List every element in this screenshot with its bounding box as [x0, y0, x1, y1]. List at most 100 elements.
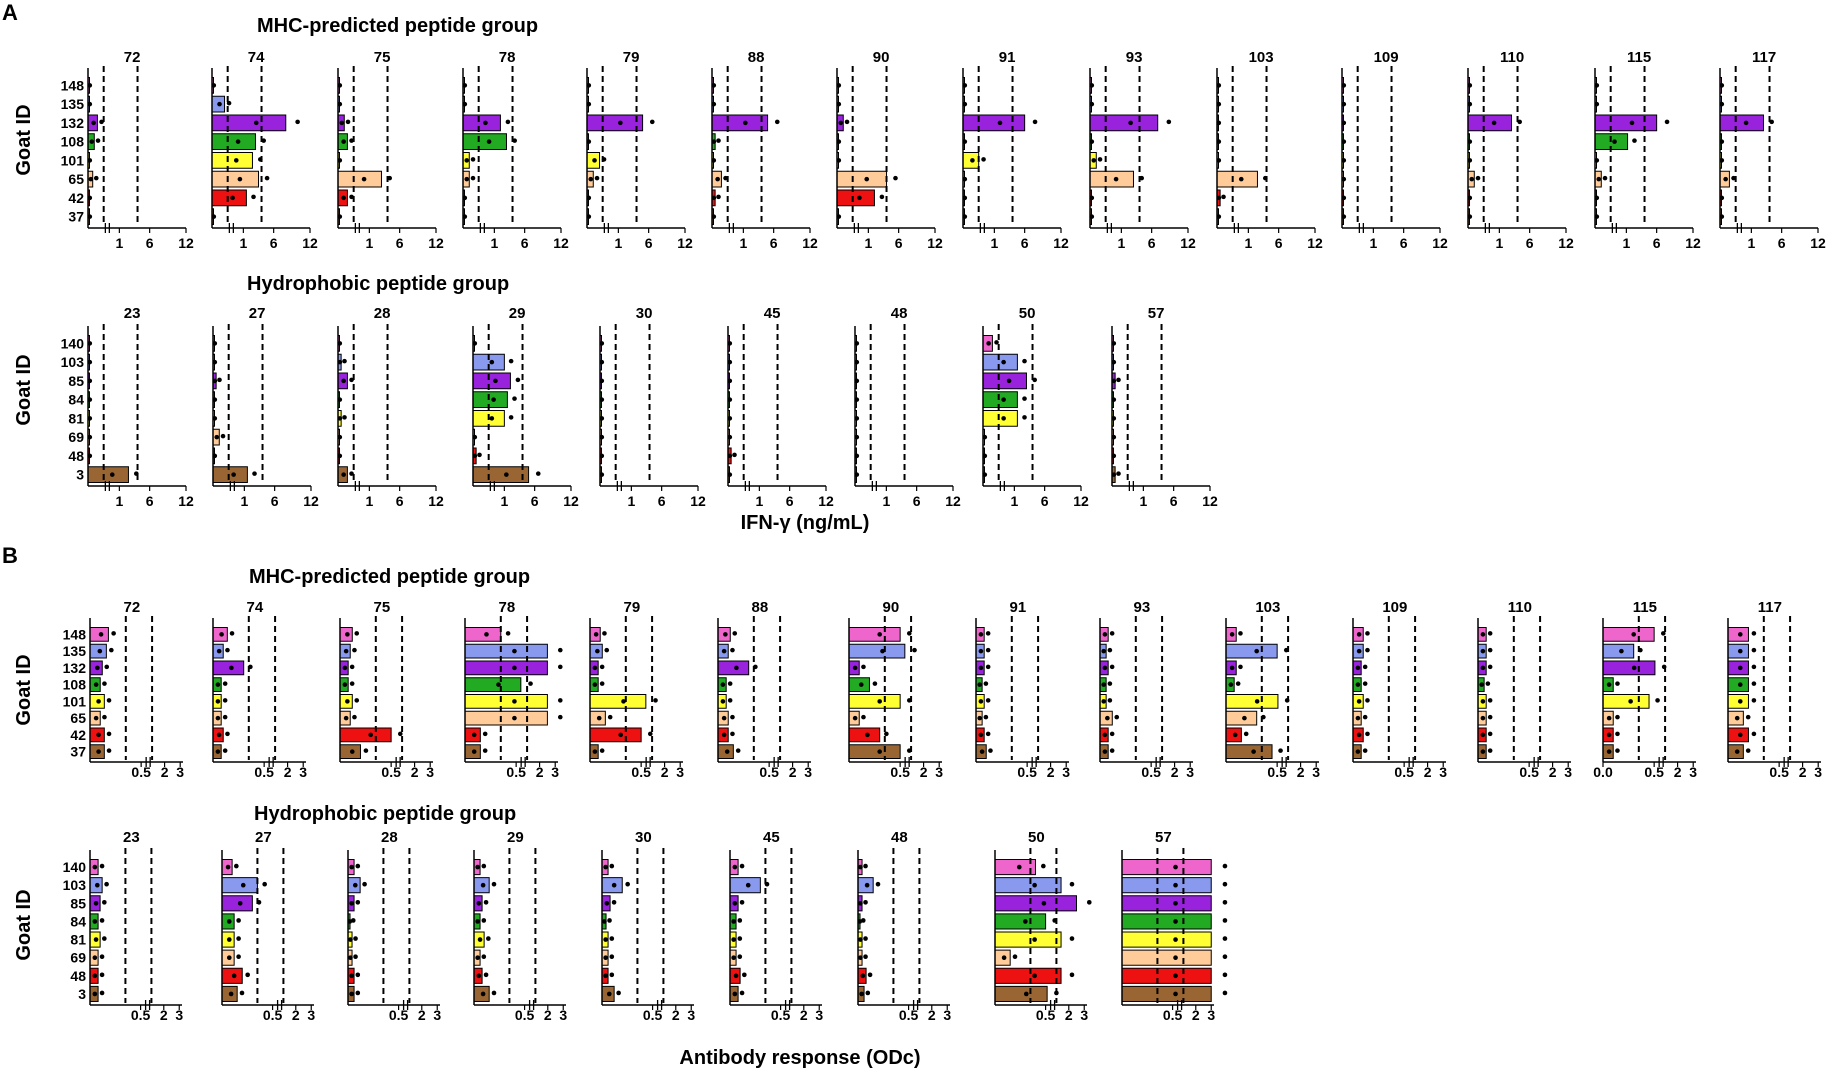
- subchart-2-75: 75 0.5 2 3: [339, 599, 434, 780]
- data-point: [1355, 665, 1361, 671]
- data-point: [109, 472, 115, 477]
- data-point: [109, 647, 114, 653]
- peptide-title: 23: [123, 829, 140, 846]
- data-point: [226, 937, 232, 942]
- data-point: [607, 714, 613, 720]
- data-point: [96, 749, 101, 754]
- data-point: [985, 698, 991, 703]
- data-point: [222, 748, 228, 753]
- data-point: [1751, 631, 1757, 636]
- x-tick-label: 3: [175, 1007, 183, 1023]
- peptide-title: 57: [1155, 829, 1172, 846]
- data-point: [1487, 714, 1493, 720]
- bar: [848, 694, 901, 709]
- data-point: [345, 699, 350, 704]
- x-tick-label: 2: [161, 764, 169, 780]
- data-point: [99, 863, 105, 869]
- data-point: [94, 882, 100, 888]
- goat-id-label: 140: [63, 859, 87, 875]
- data-point: [618, 732, 623, 738]
- x-tick-label: 3: [1689, 764, 1697, 780]
- data-point: [1278, 748, 1283, 753]
- x-tick-label: 3: [815, 1007, 823, 1023]
- bar: [982, 410, 1018, 427]
- x-tick-label: 1: [1369, 235, 1377, 251]
- x-tick-label: 0.5: [506, 764, 526, 780]
- subchart-3-57: 57 0.5 2 3: [1121, 829, 1228, 1023]
- data-point: [1365, 631, 1370, 636]
- bar: [211, 170, 260, 188]
- subchart-3-48: 48 0.5 2 3: [857, 829, 951, 1023]
- goat-id-label: 135: [61, 96, 85, 112]
- data-point: [1107, 681, 1113, 686]
- data-point: [1001, 397, 1006, 402]
- data-point: [102, 681, 107, 686]
- data-point: [1222, 918, 1228, 923]
- peptide-title: 109: [1374, 49, 1399, 66]
- data-point: [104, 664, 110, 670]
- x-tick-label: 3: [1564, 764, 1572, 780]
- peptide-title: 48: [891, 829, 908, 846]
- data-point: [237, 176, 243, 182]
- data-point: [97, 648, 103, 654]
- x-tick-label: 2: [160, 1007, 168, 1023]
- goat-id-label: 3: [76, 467, 84, 483]
- data-point: [732, 452, 737, 458]
- data-point: [607, 918, 612, 923]
- data-point: [342, 682, 348, 687]
- x-tick-label: 3: [559, 1007, 567, 1023]
- data-point: [1362, 714, 1368, 720]
- data-point: [476, 973, 482, 979]
- data-point: [1487, 631, 1493, 636]
- data-point: [1128, 120, 1133, 126]
- data-point: [1101, 682, 1106, 687]
- x-tick-label: 2: [928, 1007, 936, 1023]
- x-tick-label: 3: [804, 764, 812, 780]
- data-point: [877, 749, 882, 754]
- x-tick-label: 0.5: [1394, 764, 1414, 780]
- peptide-title: 57: [1148, 305, 1165, 322]
- x-tick-label: 2: [1297, 764, 1305, 780]
- data-point: [1173, 937, 1178, 942]
- subchart-2-110: 110 0.5 2 3: [1477, 599, 1572, 780]
- data-point: [239, 990, 245, 996]
- data-point: [1041, 863, 1046, 869]
- data-point: [730, 647, 735, 653]
- data-point: [1356, 699, 1362, 704]
- bar: [1225, 694, 1279, 709]
- data-point: [355, 863, 361, 869]
- x-tick-label: 12: [927, 235, 943, 251]
- group-title-b-hydro: Hydrophobic peptide group: [254, 803, 516, 825]
- data-point: [512, 665, 517, 671]
- bar: [994, 967, 1062, 984]
- data-point: [217, 101, 222, 107]
- data-point: [234, 863, 239, 869]
- data-point: [361, 176, 367, 182]
- data-point: [985, 664, 991, 670]
- subchart-1-28: 28 1 6 12: [337, 305, 444, 509]
- data-point: [1222, 900, 1228, 905]
- data-point: [481, 863, 487, 869]
- data-point: [349, 681, 355, 686]
- data-point: [602, 631, 607, 636]
- data-point: [1116, 471, 1121, 476]
- x-tick-label: 0.5: [515, 1007, 535, 1023]
- data-point: [1102, 665, 1108, 671]
- x-tick-label: 6: [1400, 235, 1408, 251]
- data-point: [865, 732, 870, 738]
- data-point: [742, 972, 747, 978]
- data-point: [1012, 954, 1018, 959]
- data-point: [1745, 714, 1751, 720]
- data-point: [1480, 732, 1486, 738]
- subchart-0-90: 90 1 6 12: [836, 49, 943, 251]
- data-point: [1737, 682, 1743, 687]
- x-tick-label: 3: [676, 764, 684, 780]
- data-point: [606, 991, 612, 997]
- data-point: [491, 990, 497, 996]
- data-point: [480, 991, 486, 997]
- goat-id-label: 3: [78, 986, 86, 1002]
- data-point: [735, 748, 741, 753]
- data-point: [1606, 749, 1612, 754]
- data-point: [858, 682, 864, 687]
- data-point: [231, 973, 237, 979]
